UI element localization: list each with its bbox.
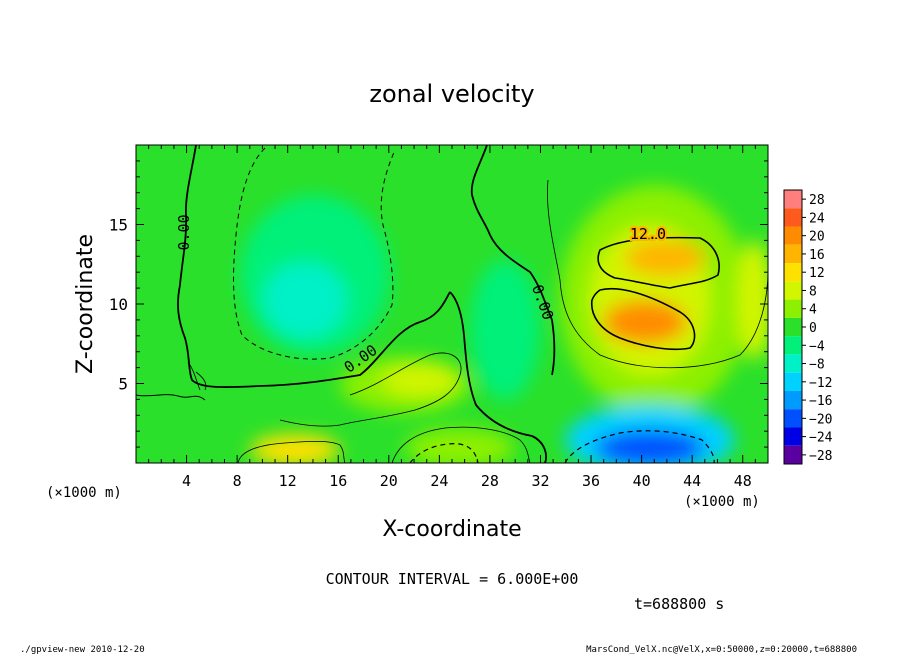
field-blob-pos-low-center-inner (382, 364, 458, 396)
minus-six-contour-bottom-right (564, 430, 715, 463)
x-unit-label: (×1000 m) (684, 494, 760, 510)
x-tick-label: 48 (734, 472, 752, 490)
x-tick-label: 44 (683, 472, 701, 490)
contour-interval-text: CONTOUR INTERVAL = 6.000E+00 (326, 570, 579, 588)
colorbar-tick-label: −24 (809, 431, 833, 446)
field-blob-min-bottom-right (595, 430, 705, 463)
colorbar-segment (784, 226, 802, 245)
colorbar-tick-label: 0 (809, 321, 817, 336)
zero-contour-left (177, 145, 451, 389)
x-tick-label: 28 (481, 472, 499, 490)
zero-contour-bottom-left (136, 394, 206, 401)
colorbar-segment (784, 390, 802, 410)
colorbar-segment (784, 244, 802, 264)
colorbar-tick-label: 12 (809, 266, 825, 281)
colorbar-segment (784, 427, 802, 446)
y-tick-label: 15 (109, 216, 128, 235)
field-blob-max-lower (603, 300, 687, 344)
x-tick-label: 16 (329, 472, 347, 490)
colorbar-segment (784, 263, 802, 282)
x-tick-label: 36 (582, 472, 600, 490)
six-contour-bottom (237, 440, 346, 463)
colorbar-segment (784, 336, 802, 355)
contour-lines (136, 145, 768, 463)
y-unit-label: (×1000 m) (46, 485, 122, 501)
time-label: t=688800 s (634, 595, 724, 613)
twelve-contour-lower (591, 287, 696, 351)
colorbar-segment (784, 208, 802, 227)
footer-right: MarsCond_VelX.nc@VelX,x=0:50000,z=0:2000… (586, 645, 857, 654)
colorbar-segment (784, 190, 802, 209)
six-contour-right (547, 179, 768, 369)
colorbar-tick-label: 8 (809, 284, 817, 299)
x-tick-label: 8 (233, 472, 242, 490)
velocity-field (136, 145, 768, 463)
zero-contour-right (470, 145, 556, 376)
field-blob-max-upper (625, 240, 705, 276)
colorbar-segment (784, 299, 802, 318)
zero-contour-center (449, 291, 547, 463)
footer-left: ./gpview-new 2010-12-20 (20, 645, 145, 654)
colorbar-tick-label: −20 (809, 412, 832, 427)
chart-title: zonal velocity (369, 80, 534, 108)
minus-six-contour-upper-left (233, 147, 396, 360)
colorbar-tick-label: 4 (809, 303, 817, 318)
colorbar-segment (784, 409, 802, 428)
colorbar-segment (784, 354, 802, 373)
colorbar-tick-label: −4 (809, 339, 825, 354)
six-contour-bottom-center (391, 426, 531, 463)
twelve-contour-upper (597, 236, 720, 289)
field-blob-pos-far-right (737, 240, 768, 360)
y-tick-label: 5 (118, 375, 128, 394)
x-tick-label: 12 (279, 472, 297, 490)
colorbar-tick-label: −12 (809, 376, 832, 391)
x-tick-label: 24 (430, 472, 448, 490)
colorbar-tick-label: 16 (809, 248, 825, 263)
x-tick-label: 20 (380, 472, 398, 490)
colorbar-segment (784, 317, 802, 337)
x-tick-label: 32 (531, 472, 549, 490)
colorbar-tick-label: 20 (809, 230, 825, 245)
field-blob-neg-core-left (263, 262, 347, 338)
field-blob-neg-mid (470, 260, 540, 400)
colorbar-segment (784, 445, 802, 464)
minus-six-contour-bottom-center (409, 443, 479, 463)
y-axis: 5 10 15 (109, 160, 768, 448)
colorbar-segment (784, 281, 802, 300)
colorbar-tick-label: 24 (809, 211, 825, 226)
x-axis-title: X-coordinate (382, 517, 521, 542)
colorbar: 28 24 20 16 12 8 4 0 −4 −8 −12 −16 −20 −24 −28 (783, 189, 833, 465)
y-tick-label: 10 (109, 295, 128, 314)
x-axis: 4 8 12 16 20 24 28 32 36 40 44 48 (148, 145, 756, 490)
contour-label: 12.0 (630, 225, 666, 243)
colorbar-tick-label: −28 (809, 449, 832, 464)
y-axis-title: Z-coordinate (73, 234, 98, 374)
field-blob-pos-bottom-left (250, 434, 340, 463)
contour-label: 0.00 (175, 214, 193, 250)
colorbar-tick-label: −16 (809, 394, 832, 409)
six-contour-low-center (279, 352, 462, 427)
colorbar-tick-label: 28 (809, 193, 825, 208)
colorbar-segment (784, 372, 802, 391)
small-contour-left (187, 361, 207, 391)
x-tick-label: 40 (633, 472, 651, 490)
x-tick-label: 4 (182, 472, 191, 490)
colorbar-tick-label: −8 (809, 358, 825, 373)
field-blob-pos-bottom-center (405, 428, 515, 463)
